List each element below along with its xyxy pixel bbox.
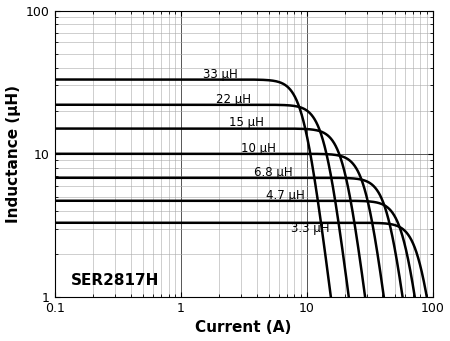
Y-axis label: Inductance (μH): Inductance (μH) xyxy=(5,85,21,223)
Text: 15 μH: 15 μH xyxy=(229,116,263,129)
Text: 33 μH: 33 μH xyxy=(203,68,238,80)
Text: 22 μH: 22 μH xyxy=(216,93,251,106)
Text: 4.7 μH: 4.7 μH xyxy=(266,189,305,202)
X-axis label: Current (A): Current (A) xyxy=(195,321,292,336)
Text: SER2817H: SER2817H xyxy=(71,273,160,288)
Text: 10 μH: 10 μH xyxy=(241,142,276,155)
Text: 6.8 μH: 6.8 μH xyxy=(254,166,292,179)
Text: 3.3 μH: 3.3 μH xyxy=(291,222,329,235)
